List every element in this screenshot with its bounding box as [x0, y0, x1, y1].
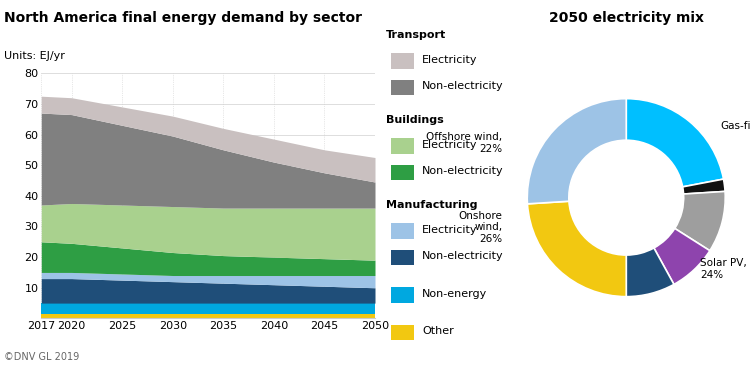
- Wedge shape: [682, 179, 725, 194]
- Text: Manufacturing: Manufacturing: [386, 200, 478, 210]
- Text: Non-energy: Non-energy: [422, 289, 488, 299]
- Text: Non-electricity: Non-electricity: [422, 81, 503, 91]
- Text: Buildings: Buildings: [386, 115, 444, 125]
- Text: Onshore
wind,
26%: Onshore wind, 26%: [458, 211, 503, 244]
- Text: Electricity: Electricity: [422, 55, 478, 65]
- Text: Transport: Transport: [386, 30, 446, 40]
- Text: Offshore wind,
22%: Offshore wind, 22%: [426, 132, 502, 154]
- Wedge shape: [527, 99, 626, 204]
- Text: Non-electricity: Non-electricity: [422, 251, 503, 261]
- Bar: [392, 165, 414, 180]
- Text: ©DNV GL 2019: ©DNV GL 2019: [4, 352, 79, 362]
- Bar: [392, 138, 414, 154]
- Bar: [392, 325, 414, 340]
- Text: Other: Other: [422, 326, 454, 336]
- Text: Electricity: Electricity: [422, 225, 478, 235]
- Wedge shape: [527, 201, 626, 296]
- Text: North America final energy demand by sector: North America final energy demand by sec…: [4, 11, 362, 25]
- Wedge shape: [626, 248, 674, 296]
- Text: 2050 electricity mix: 2050 electricity mix: [549, 11, 704, 25]
- Bar: [392, 287, 414, 303]
- Bar: [392, 80, 414, 95]
- Text: Gas-fired,10%: Gas-fired,10%: [720, 122, 750, 131]
- Wedge shape: [626, 99, 724, 187]
- Wedge shape: [675, 191, 725, 251]
- Text: Non-electricity: Non-electricity: [422, 166, 503, 176]
- Text: Solar PV,
24%: Solar PV, 24%: [700, 258, 747, 280]
- Wedge shape: [654, 228, 710, 284]
- Text: Units: EJ/yr: Units: EJ/yr: [4, 51, 64, 61]
- Text: Electricity: Electricity: [422, 140, 478, 150]
- Bar: [392, 53, 414, 69]
- Bar: [392, 250, 414, 265]
- Bar: [392, 223, 414, 239]
